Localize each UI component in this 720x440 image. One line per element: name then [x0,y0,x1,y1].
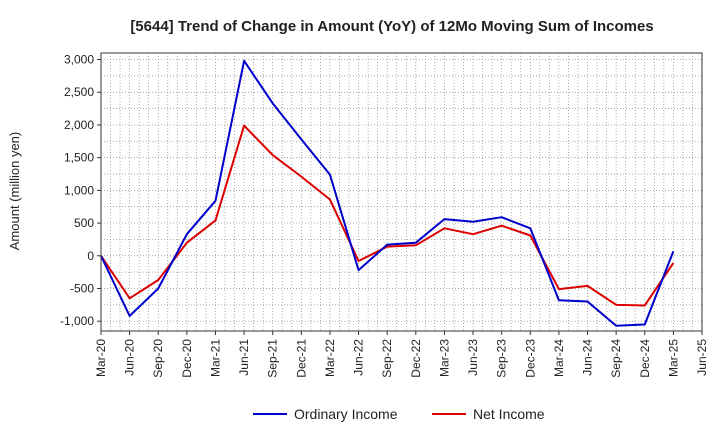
y-tick-label: -1,000 [60,314,94,328]
x-axis-ticks: Mar-20 Jun-20 Sep-20 Dec-20 Mar-21 Jun-21 Sep-… [94,331,709,378]
x-tick-label: Dec-24 [638,339,652,378]
x-tick-label: Jun-25 [695,339,709,376]
x-tick-label: Mar-25 [666,339,680,377]
x-tick-label: Jun-24 [581,339,595,376]
grid [101,53,702,331]
y-tick-label: 3,000 [64,53,94,67]
y-tick-label: -500 [70,281,94,295]
y-tick-label: 1,500 [64,151,94,165]
x-tick-label: Sep-24 [609,339,623,378]
x-tick-label: Mar-24 [552,339,566,377]
y-axis-ticks: 3,000 2,500 2,000 1,500 1,000 500 0 -500 -1,000 [60,53,101,328]
y-tick-label: 500 [74,216,94,230]
y-tick-label: 2,000 [64,118,94,132]
x-tick-label: Jun-22 [352,339,366,376]
series-lines [100,59,675,327]
y-axis-label: Amount (million yen) [7,132,22,251]
x-tick-label: Dec-20 [180,339,194,378]
x-tick-label: Sep-22 [380,339,394,378]
x-tick-label: Jun-21 [237,339,251,376]
x-tick-label: Mar-23 [437,339,451,377]
x-tick-label: Jun-23 [466,339,480,376]
plot-frame [100,52,703,332]
series-line-ordinary-income [100,59,675,327]
x-tick-label: Mar-21 [208,339,222,377]
chart-title: [5644] Trend of Change in Amount (YoY) o… [130,18,653,35]
legend-label: Net Income [473,406,545,422]
x-tick-label: Sep-23 [495,339,509,378]
y-tick-label: 1,000 [64,183,94,197]
x-tick-label: Sep-20 [151,339,165,378]
x-tick-label: Dec-22 [409,339,423,378]
x-tick-label: Dec-21 [294,339,308,378]
series-line-net-income [100,124,675,307]
x-tick-label: Dec-23 [523,339,537,378]
x-tick-label: Mar-22 [323,339,337,377]
x-tick-label: Sep-21 [266,339,280,378]
x-tick-label: Jun-20 [123,339,137,376]
legend-label: Ordinary Income [294,406,398,422]
y-tick-label: 2,500 [64,85,94,99]
y-tick-label: 0 [87,249,94,263]
legend: Ordinary Income Net Income [253,406,545,422]
x-tick-label: Mar-20 [94,339,108,377]
